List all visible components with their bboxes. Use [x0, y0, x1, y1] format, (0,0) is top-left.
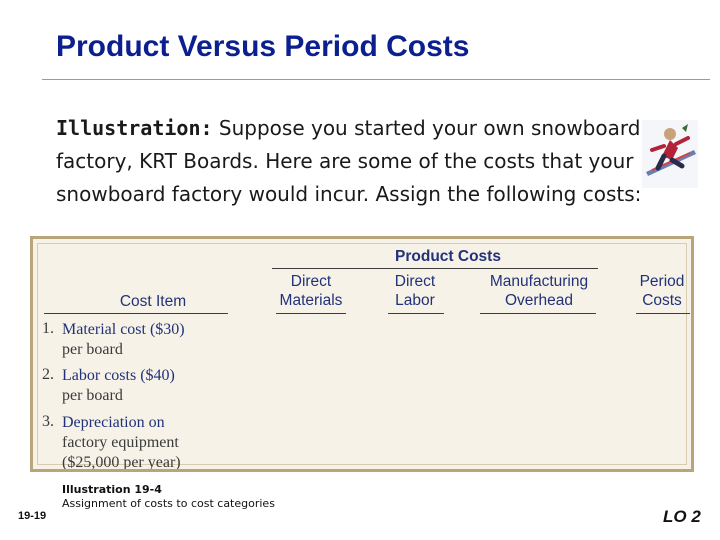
- cost-assignment-table: Product Costs Cost Item Direct Materials…: [30, 236, 694, 472]
- table-row: Material cost ($30) per board: [62, 320, 252, 360]
- direct-labor-header: Direct Labor: [394, 273, 436, 309]
- direct-materials-header: Direct Materials: [279, 273, 343, 309]
- row-number: 2.: [42, 366, 54, 383]
- cost-item-line: ($25,000 per year): [62, 454, 181, 471]
- title-divider: [42, 79, 710, 80]
- caption-text: Assignment of costs to cost categories: [62, 497, 275, 510]
- cost-item-line: factory equipment: [62, 434, 179, 451]
- cost-item-line: per board: [62, 387, 123, 404]
- period-costs-rule: [636, 313, 690, 314]
- caption-title: Illustration 19-4: [62, 483, 162, 496]
- cost-item-rule: [44, 313, 228, 314]
- snowboarder-icon: [642, 120, 698, 188]
- row-number: 3.: [42, 413, 54, 430]
- learning-objective: LO 2: [663, 507, 701, 526]
- cost-item-line: Depreciation on: [62, 414, 165, 431]
- intro-paragraph: Illustration: Suppose you started your o…: [56, 112, 656, 211]
- cost-item-line: Material cost ($30): [62, 321, 185, 338]
- figure-caption: Illustration 19-4 Assignment of costs to…: [62, 483, 275, 511]
- row-number: 1.: [42, 320, 54, 337]
- cost-item-header: Cost Item: [119, 293, 187, 310]
- cost-item-line: per board: [62, 341, 123, 358]
- intro-text: Suppose you started your own snowboard f…: [56, 116, 642, 206]
- intro-lead: Illustration:: [56, 116, 213, 140]
- manufacturing-overhead-header: Manufacturing Overhead: [489, 273, 589, 309]
- slide-number: 19-19: [18, 510, 47, 522]
- product-costs-rule: [272, 268, 598, 269]
- manufacturing-overhead-rule: [480, 313, 596, 314]
- table-row: Depreciation on factory equipment ($25,0…: [62, 413, 252, 471]
- product-costs-header: Product Costs: [395, 248, 501, 265]
- direct-materials-rule: [276, 313, 346, 314]
- table-row: Labor costs ($40) per board: [62, 366, 252, 406]
- period-costs-header: Period Costs: [639, 273, 685, 309]
- page-title: Product Versus Period Costs: [56, 30, 470, 63]
- cost-item-line: Labor costs ($40): [62, 367, 175, 384]
- direct-labor-rule: [388, 313, 444, 314]
